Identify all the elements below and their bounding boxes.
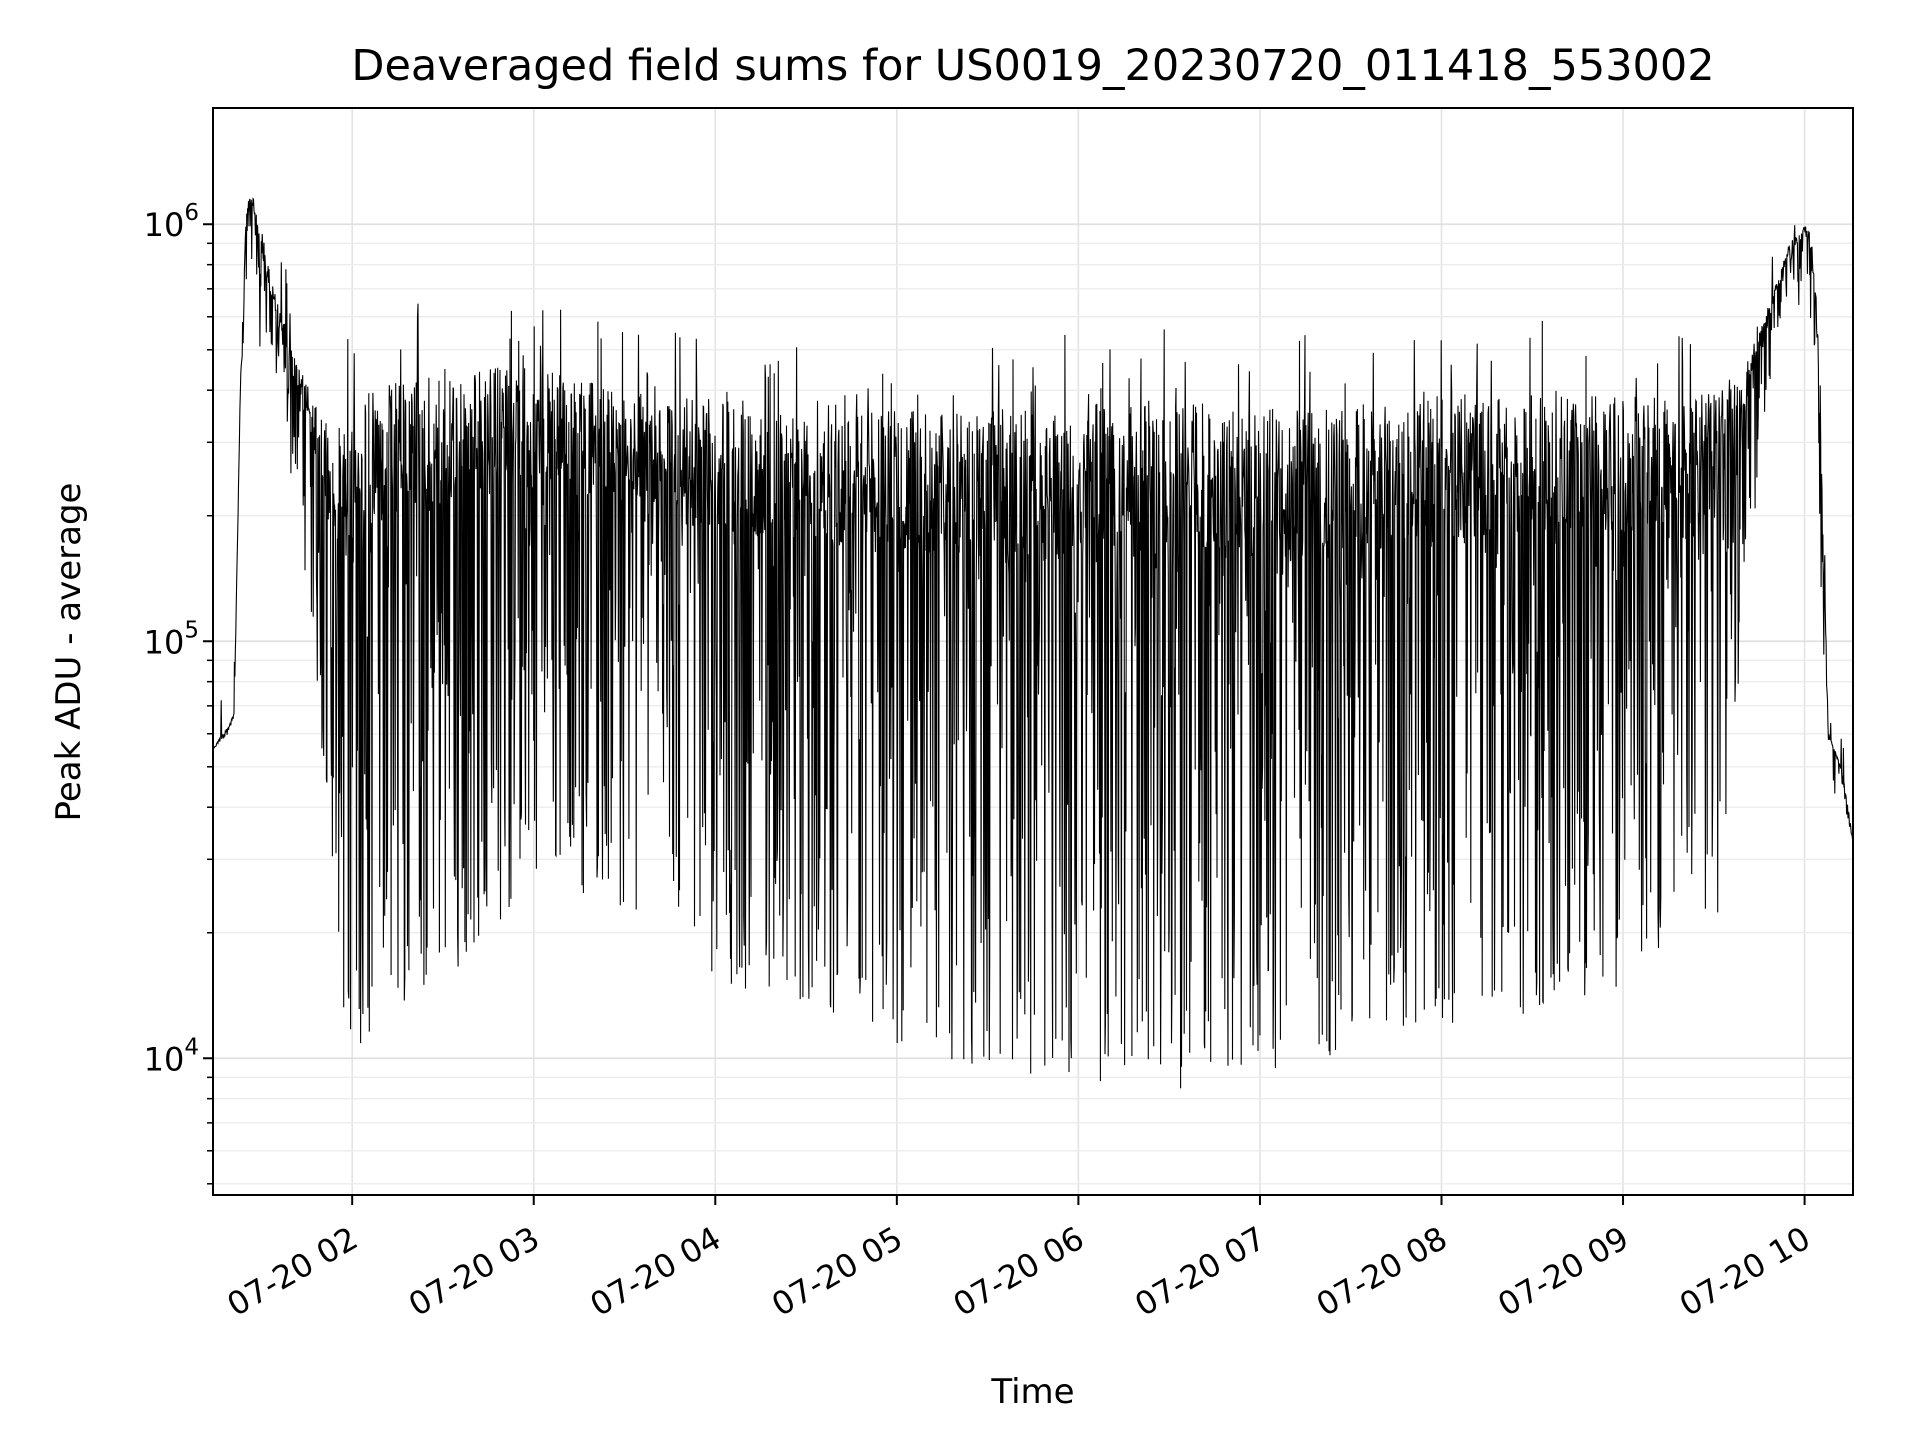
axes-frame: [212, 107, 1854, 1196]
y-axis-label: Peak ADU - average: [49, 483, 89, 822]
x-axis-label: Time: [990, 1372, 1074, 1412]
y-axis: 104 105 106: [144, 200, 213, 1185]
chart-title: Deaveraged field sums for US0019_2023072…: [351, 41, 1714, 91]
y-tick-label: 104: [144, 1034, 199, 1078]
y-tick-label: 105: [144, 617, 199, 661]
y-tick-label: 106: [144, 200, 199, 244]
series-line: [212, 197, 1854, 1089]
plot-area: [212, 197, 1854, 1089]
